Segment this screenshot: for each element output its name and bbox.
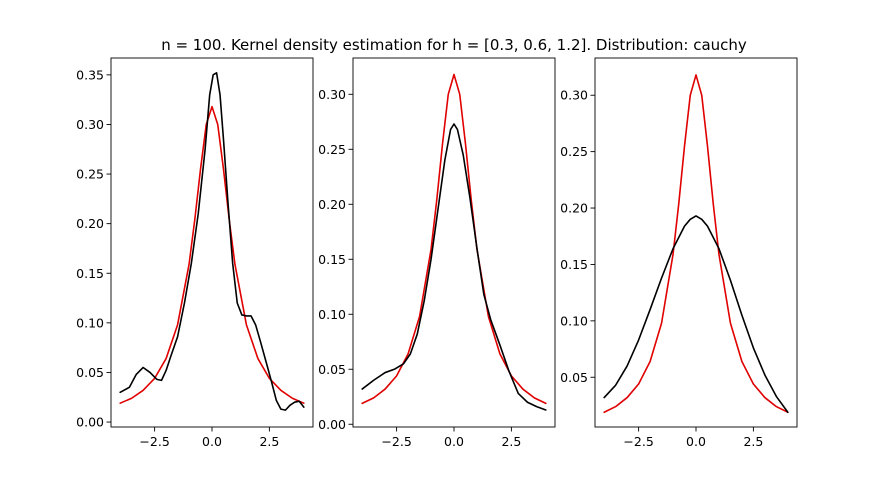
y-tick-label-2-5: 0.20 bbox=[318, 197, 346, 212]
y-tick-label-2-1: 0.00 bbox=[318, 417, 346, 432]
true-density-line-1 bbox=[119, 105, 305, 404]
y-tick-label-3-6: 0.30 bbox=[560, 88, 588, 103]
true-density-line-3 bbox=[603, 74, 789, 414]
y-tick-label-1-1: 0.00 bbox=[76, 415, 104, 430]
x-tick-label-3-3: 2.5 bbox=[743, 434, 763, 449]
x-tick-label-2-3: 2.5 bbox=[501, 434, 521, 449]
y-tick-label-3-1: 0.05 bbox=[560, 370, 588, 385]
kde-line-1 bbox=[119, 72, 305, 411]
x-tick-label-3-1: −2.5 bbox=[623, 434, 653, 449]
x-tick-label-2-2: 0.0 bbox=[444, 434, 464, 449]
y-tick-label-1-3: 0.10 bbox=[76, 315, 104, 330]
y-tick-label-3-2: 0.10 bbox=[560, 313, 588, 328]
subplot-1: −2.5 0.0 2.5 0.00 0.05 0.10 0.15 0.20 0.25 0.30 0.… bbox=[76, 57, 314, 449]
y-tick-label-1-6: 0.25 bbox=[76, 167, 104, 182]
y-tick-label-2-7: 0.30 bbox=[318, 87, 346, 102]
y-tick-label-2-3: 0.10 bbox=[318, 307, 346, 322]
y-tick-label-2-4: 0.15 bbox=[318, 252, 346, 267]
y-tick-label-3-3: 0.15 bbox=[560, 257, 588, 272]
x-tick-label-1-3: 2.5 bbox=[259, 434, 279, 449]
kde-line-2 bbox=[361, 123, 547, 411]
axes-frame-1 bbox=[110, 57, 314, 428]
subplot-2: −2.5 0.0 2.5 0.00 0.05 0.10 0.15 0.20 0.25 0.30 bbox=[318, 57, 556, 449]
x-tick-label-1-2: 0.0 bbox=[202, 434, 222, 449]
y-tick-label-1-8: 0.35 bbox=[76, 67, 104, 82]
x-tick-label-2-1: −2.5 bbox=[381, 434, 411, 449]
x-tick-label-3-2: 0.0 bbox=[686, 434, 706, 449]
y-tick-label-3-4: 0.20 bbox=[560, 201, 588, 216]
axes-frame-2 bbox=[352, 57, 556, 428]
y-tick-label-1-2: 0.05 bbox=[76, 365, 104, 380]
subplots: −2.5 0.0 2.5 0.00 0.05 0.10 0.15 0.20 0.25 0.30 0.… bbox=[76, 57, 798, 449]
y-tick-label-3-5: 0.25 bbox=[560, 144, 588, 159]
axes-frame-3 bbox=[594, 57, 798, 428]
y-tick-label-2-6: 0.25 bbox=[318, 142, 346, 157]
x-tick-label-1-1: −2.5 bbox=[139, 434, 169, 449]
kde-line-3 bbox=[603, 215, 789, 414]
figure-title: n = 100. Kernel density estimation for h… bbox=[161, 36, 747, 54]
subplot-3: −2.5 0.0 2.5 0.05 0.10 0.15 0.20 0.25 0.30 bbox=[560, 57, 798, 449]
y-tick-label-2-2: 0.05 bbox=[318, 362, 346, 377]
y-tick-label-1-5: 0.20 bbox=[76, 216, 104, 231]
y-tick-label-1-7: 0.30 bbox=[76, 117, 104, 132]
y-tick-label-1-4: 0.15 bbox=[76, 266, 104, 281]
